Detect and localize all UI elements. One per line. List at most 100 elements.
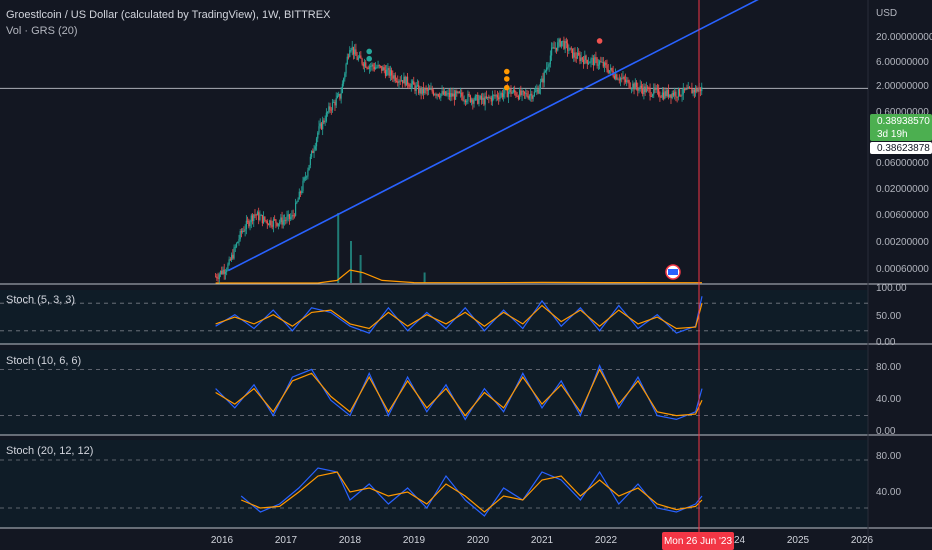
price-tick-label: 0.60000000 (876, 107, 929, 118)
candle-body (522, 90, 524, 92)
candle-body (291, 215, 293, 218)
volume-ma-line (215, 269, 703, 284)
candle-body (393, 75, 395, 79)
candle-body (445, 91, 447, 96)
candles-group (215, 36, 703, 284)
candle-body (692, 89, 694, 94)
candle-body (259, 215, 261, 221)
candle-body (686, 88, 688, 90)
candle-body (533, 91, 535, 96)
candle-body (669, 94, 671, 97)
candle-body (592, 58, 595, 66)
stoch-k-line (215, 364, 703, 421)
candle-body (495, 95, 497, 97)
candle-body (507, 92, 510, 98)
candle-body (338, 94, 340, 96)
candle-body (237, 241, 239, 244)
candle-body (580, 57, 582, 62)
candle-body (685, 88, 687, 91)
candle-body (559, 39, 561, 47)
candle-body (562, 40, 564, 42)
candle-body (386, 69, 388, 76)
candle-body (399, 80, 401, 82)
candle-body (431, 88, 433, 92)
candle-body (595, 57, 597, 59)
candle-body (587, 62, 590, 65)
volume-legend: Vol · GRS (20) (6, 25, 78, 37)
candle-body (247, 220, 249, 222)
time-axis-label: 2022 (595, 535, 618, 546)
last-price-label: 0.38938570 (877, 116, 930, 127)
time-axis-label: 2017 (275, 535, 298, 546)
candle-body (512, 89, 515, 93)
price-tick-label: 0.06000000 (876, 158, 929, 169)
time-axis-label: 2026 (851, 535, 874, 546)
candle-body (466, 101, 468, 103)
candle-body (523, 91, 526, 94)
candle-body (349, 50, 351, 57)
candle-body (414, 84, 416, 91)
candle-body (478, 98, 480, 104)
candle-body (335, 98, 337, 106)
candle-body (569, 47, 571, 51)
candle-body (628, 80, 630, 88)
candle-body (663, 92, 665, 99)
candle-body (671, 92, 673, 99)
signal-marker (596, 38, 603, 44)
candle-body (249, 222, 251, 227)
candle-body (306, 176, 308, 178)
candle-body (484, 96, 486, 105)
candle-body (543, 71, 545, 83)
candle-body (509, 89, 511, 93)
candle-body (596, 58, 598, 66)
candle-body (500, 93, 502, 96)
candle-body (649, 88, 651, 97)
candle-body (658, 88, 660, 96)
candle-body (395, 80, 398, 82)
candle-body (661, 92, 663, 98)
stoch-pane-1-label[interactable]: Stoch (5, 3, 3) (6, 294, 76, 306)
candle-body (263, 216, 265, 224)
candle-body (215, 276, 217, 278)
candle-body (435, 94, 437, 96)
stoch-tick-label: 40.00 (876, 394, 901, 405)
candle-body (655, 88, 657, 90)
price-tick-label: 2.00000000 (876, 81, 929, 92)
candle-body (240, 231, 243, 233)
candle-body (494, 95, 496, 97)
stoch-pane-3-label[interactable]: Stoch (20, 12, 12) (6, 445, 94, 457)
candle-body (255, 214, 257, 216)
candle-body (309, 156, 311, 166)
candle-body (282, 220, 284, 225)
candle-body (697, 89, 699, 92)
candle-body (570, 47, 572, 49)
candle-body (411, 81, 414, 84)
candle-body (640, 85, 643, 89)
candle-body (530, 93, 532, 96)
stoch-tick-label: 40.00 (876, 487, 901, 498)
candle-body (360, 55, 362, 59)
candle-body (458, 91, 460, 93)
candle-body (324, 121, 326, 123)
stoch-tick-label: 100.00 (876, 283, 907, 294)
candle-body (413, 81, 415, 85)
price-tick-label: 0.02000000 (876, 184, 929, 195)
stoch-pane-2-label[interactable]: Stoch (10, 6, 6) (6, 355, 82, 367)
last-price-badge (870, 114, 932, 141)
candle-body (341, 83, 343, 94)
stoch-tick-label: 80.00 (876, 451, 901, 462)
candle-body (629, 87, 631, 89)
candle-body (299, 191, 302, 194)
candle-body (356, 55, 358, 60)
candle-body (405, 76, 407, 86)
stoch-d-line (240, 471, 703, 513)
time-axis-label: 2024 (723, 535, 746, 546)
candle-body (319, 123, 321, 127)
candle-body (688, 87, 691, 89)
candle-body (548, 64, 550, 67)
candle-body (537, 89, 539, 94)
candle-body (288, 214, 291, 219)
candle-body (473, 100, 475, 104)
candle-body (317, 132, 319, 139)
candle-body (459, 92, 462, 94)
